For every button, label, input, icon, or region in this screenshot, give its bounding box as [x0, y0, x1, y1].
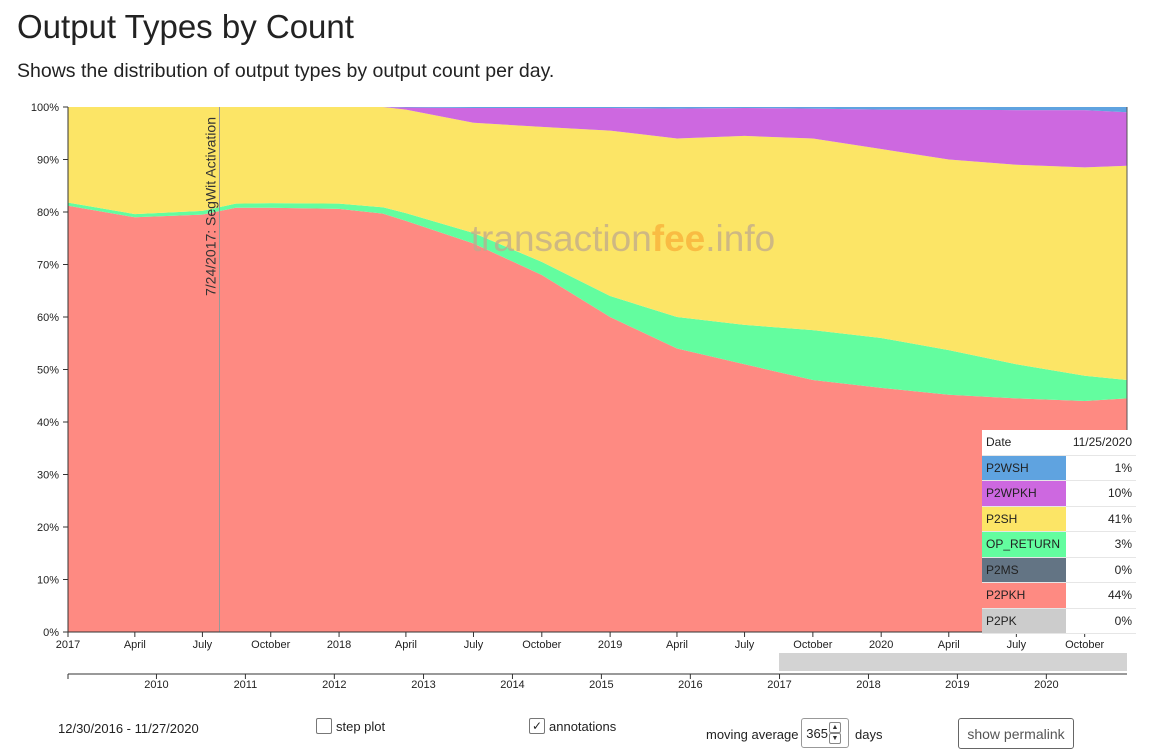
y-tick-label: 80% [37, 207, 59, 219]
x-tick-label: October [522, 639, 561, 651]
x-tick-label: October [793, 639, 832, 651]
y-tick-label: 60% [37, 312, 59, 324]
show-permalink-button[interactable]: show permalink [958, 718, 1074, 749]
navigator-tick-label: 2018 [856, 679, 880, 691]
moving-average-unit: days [855, 727, 883, 742]
navigator-tick-label: 2011 [234, 679, 258, 691]
legend-date-label: Date [982, 430, 1066, 456]
chart-areas [68, 107, 1128, 632]
annotation-label: 7/24/2017: SegWit Activation [202, 117, 218, 296]
y-tick-label: 90% [37, 155, 59, 167]
x-tick-label: April [666, 639, 688, 651]
legend-series-name: P2WSH [982, 455, 1066, 481]
watermark: transactionfee.info [471, 218, 775, 259]
legend-series-name: P2PK [982, 608, 1066, 634]
x-tick-label: July [464, 639, 484, 651]
x-tick-label: July [193, 639, 213, 651]
navigator-tick-label: 2014 [500, 679, 524, 691]
chart[interactable]: transactionfee.info 7/24/2017: SegWit Ac… [0, 0, 1150, 700]
watermark-part2: fee [652, 218, 705, 259]
navigator-tick-label: 2020 [1034, 679, 1058, 691]
step-plot-label: step plot [336, 718, 386, 734]
legend-series-value: 41% [1066, 506, 1136, 532]
legend-row-p2pk: P2PK 0% [982, 608, 1136, 634]
stepper-up-icon[interactable]: ▲ [829, 722, 841, 733]
x-tick-label: July [1007, 639, 1027, 651]
page-subtitle: Shows the distribution of output types b… [17, 60, 555, 82]
area-p2pkh [68, 205, 1127, 632]
navigator-tick-label: 2010 [144, 679, 168, 691]
legend-row-p2ms: P2MS 0% [982, 557, 1136, 583]
annotation-layer: 7/24/2017: SegWit Activation [202, 107, 220, 632]
navigator-tick-label: 2019 [945, 679, 969, 691]
stepper-down-icon[interactable]: ▼ [829, 733, 841, 744]
page-title: Output Types by Count [17, 8, 354, 45]
x-tick-label: April [395, 639, 417, 651]
y-tick-label: 100% [31, 102, 59, 114]
legend-series-value: 44% [1066, 582, 1136, 609]
y-tick-label: 0% [43, 627, 59, 639]
moving-average-input[interactable]: 365 [801, 718, 849, 748]
step-plot-toggle[interactable]: step plot [316, 718, 385, 734]
x-tick-label: 2020 [869, 639, 893, 651]
legend-series-name: P2MS [982, 557, 1066, 583]
legend-series-name: OP_RETURN [982, 531, 1066, 558]
date-range-label: 12/30/2016 - 11/27/2020 [58, 721, 199, 736]
legend-date-row: Date 11/25/2020 [982, 430, 1136, 456]
annotations-toggle[interactable]: ✓ annotations [529, 718, 616, 734]
navigator-tick-label: 2017 [767, 679, 791, 691]
y-tick-label: 10% [37, 575, 59, 587]
moving-average-label: moving average [706, 727, 799, 742]
step-plot-checkbox[interactable] [316, 718, 332, 734]
x-tick-label: July [735, 639, 755, 651]
y-tick-label: 50% [37, 365, 59, 377]
navigator-tick-label: 2013 [411, 679, 435, 691]
y-tick-label: 70% [37, 260, 59, 272]
y-axis: 0% 10% 20% 30% 40% 50% 60% 70% 80% 90% 100% [31, 102, 69, 639]
legend-series-value: 10% [1066, 480, 1136, 507]
legend-row-p2wpkh: P2WPKH 10% [982, 480, 1136, 507]
x-axis: 2017 April July October 2018 April July October… [56, 631, 1127, 651]
legend-series-value: 0% [1066, 608, 1136, 634]
watermark-part3: .info [705, 218, 775, 259]
y-tick-label: 40% [37, 417, 59, 429]
legend-row-p2sh: P2SH 41% [982, 506, 1136, 532]
watermark-part1: transaction [471, 218, 652, 259]
legend-row-p2pkh: P2PKH 44% [982, 582, 1136, 609]
legend-series-name: P2SH [982, 506, 1066, 532]
annotations-checkbox[interactable]: ✓ [529, 718, 545, 734]
y-tick-label: 20% [37, 522, 59, 534]
moving-average-value: 365 [806, 725, 828, 741]
area-op-return [68, 202, 1127, 401]
x-tick-label: October [251, 639, 290, 651]
moving-average-stepper[interactable]: ▲ ▼ [829, 722, 841, 744]
area-p2sh [68, 107, 1127, 380]
navigator-selection [779, 653, 1127, 671]
x-tick-label: 2019 [598, 639, 622, 651]
x-tick-label: 2018 [327, 639, 351, 651]
x-tick-label: 2017 [56, 639, 80, 651]
navigator-tick-label: 2016 [678, 679, 702, 691]
area-p2wpkh [68, 107, 1127, 168]
legend-series-value: 0% [1066, 557, 1136, 583]
x-tick-label: April [938, 639, 960, 651]
navigator-tick-label: 2015 [589, 679, 613, 691]
area-p2wsh [68, 107, 1127, 113]
legend-series-value: 1% [1066, 455, 1136, 481]
navigator-tick-label: 2012 [322, 679, 346, 691]
range-navigator[interactable]: 2010 2011 2012 2013 2014 2015 2016 2017 2018 2019… [67, 653, 1127, 691]
x-tick-label: October [1065, 639, 1104, 651]
legend-series-name: P2WPKH [982, 480, 1066, 507]
annotations-label: annotations [549, 718, 617, 734]
legend-series-value: 3% [1066, 531, 1136, 558]
legend-row-op-return: OP_RETURN 3% [982, 531, 1136, 558]
y-tick-label: 30% [37, 470, 59, 482]
legend-row-p2wsh: P2WSH 1% [982, 455, 1136, 481]
legend-series-name: P2PKH [982, 582, 1066, 609]
x-tick-label: April [124, 639, 146, 651]
legend-table: Date 11/25/2020 P2WSH 1% P2WPKH 10% P2SH 41% O… [982, 430, 1136, 634]
legend-date-value: 11/25/2020 [1066, 430, 1136, 456]
